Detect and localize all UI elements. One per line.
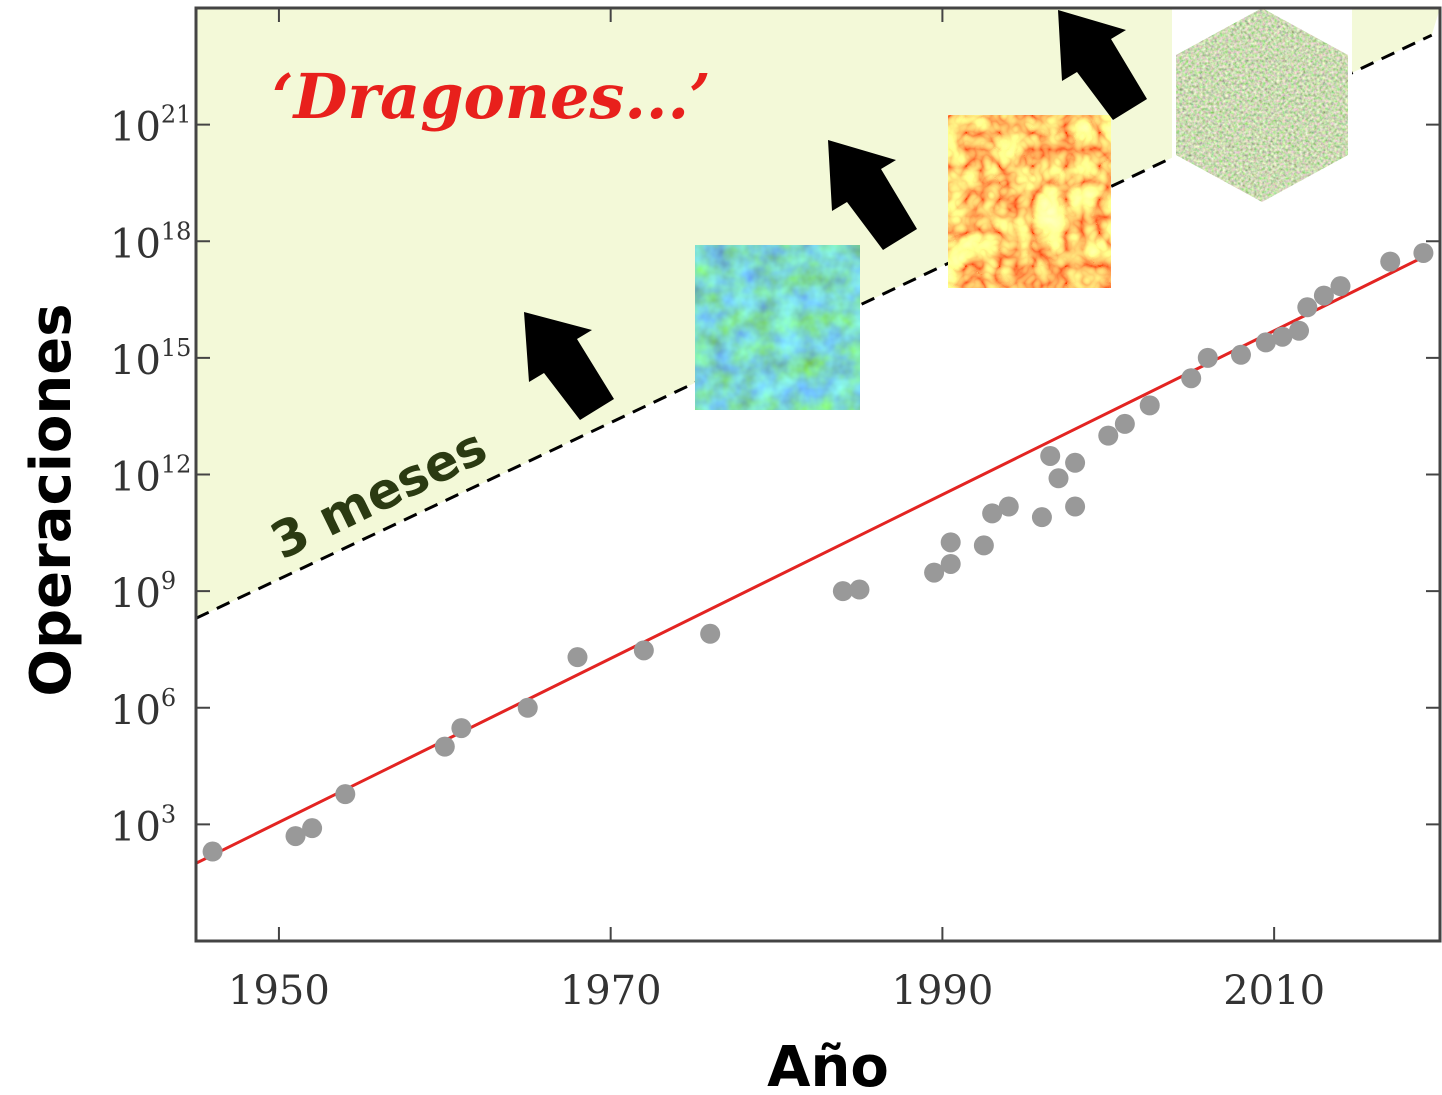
y-tick-label: 109: [110, 567, 176, 617]
data-point: [1031, 507, 1052, 528]
y-tick-label: 1012: [110, 451, 191, 501]
y-tick-labels: 103 106 109 1012 1015 1018 1021: [110, 101, 191, 851]
arrows: [524, 10, 1147, 420]
y-tick-label: 103: [110, 800, 176, 850]
data-point: [1255, 332, 1276, 353]
y-tick-label: 1015: [110, 334, 191, 384]
x-tick-label: 1950: [228, 968, 330, 1014]
data-point: [1289, 320, 1310, 341]
turbulence-blue-inset: [695, 245, 860, 410]
data-point: [1181, 368, 1202, 389]
arrow-2-icon: [828, 140, 917, 250]
y-tick-label: 1021: [110, 101, 191, 151]
data-point: [434, 736, 455, 757]
data-point: [1040, 445, 1061, 466]
data-point: [700, 623, 721, 644]
data-point: [1139, 395, 1160, 416]
x-tick-labels: 1950 1970 1990 2010: [228, 968, 1325, 1014]
data-point: [302, 818, 323, 839]
plot-frame: [194, 6, 1442, 943]
data-point: [998, 496, 1019, 517]
data-point: [973, 535, 994, 556]
axis-ticks: [196, 8, 1440, 941]
data-point: [633, 640, 654, 661]
data-point: [1413, 242, 1434, 263]
data-point: [924, 562, 945, 583]
arrow-3-icon: [1058, 10, 1147, 120]
data-point: [1313, 285, 1334, 306]
data-points: [202, 242, 1434, 862]
data-point: [940, 553, 961, 574]
y-tick-label: 106: [110, 684, 176, 734]
data-point: [517, 697, 538, 718]
x-tick-label: 2010: [1223, 968, 1325, 1014]
data-point: [1065, 496, 1086, 517]
turbulence-red-inset: [948, 115, 1111, 288]
virus-capsid-inset: [1172, 8, 1352, 204]
data-point: [1297, 297, 1318, 318]
y-axis-title: Operaciones: [19, 303, 84, 696]
data-point: [1114, 413, 1135, 434]
data-point: [940, 532, 961, 553]
data-point: [832, 581, 853, 602]
x-tick-label: 1990: [892, 968, 994, 1014]
data-point: [1380, 251, 1401, 272]
y-tick-label: 1018: [110, 217, 191, 267]
data-point: [1065, 452, 1086, 473]
data-point: [285, 826, 306, 847]
data-point: [1272, 326, 1293, 347]
data-point: [1098, 425, 1119, 446]
data-point: [202, 841, 223, 862]
dragons-label: ‘Dragones...’: [272, 60, 711, 133]
data-point: [982, 503, 1003, 524]
data-point: [451, 718, 472, 739]
data-point: [1197, 347, 1218, 368]
arrow-1-icon: [524, 312, 614, 420]
data-point: [335, 784, 356, 805]
data-point: [567, 647, 588, 668]
trend-line: [196, 251, 1433, 865]
data-point: [1230, 344, 1251, 365]
data-point: [1048, 468, 1069, 489]
x-tick-label: 1970: [560, 968, 662, 1014]
data-point: [849, 579, 870, 600]
x-axis-title: Año: [767, 1035, 889, 1095]
data-point: [1330, 276, 1351, 297]
